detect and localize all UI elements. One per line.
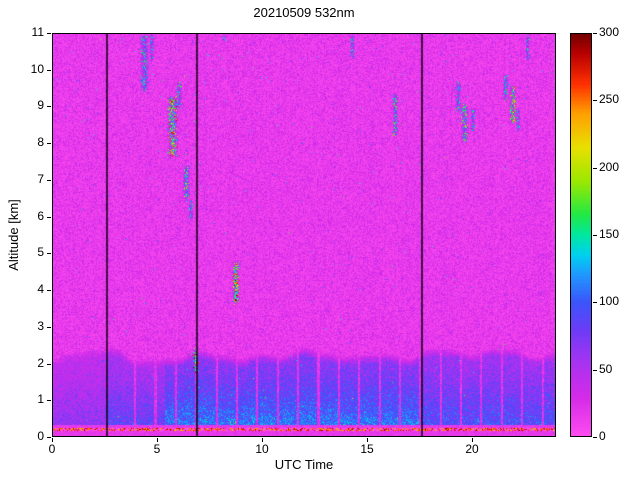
y-tick-mark bbox=[47, 253, 51, 254]
colorbar-tick-label: 100 bbox=[599, 294, 620, 308]
y-tick-label: 2 bbox=[37, 356, 44, 370]
colorbar-tick-mark bbox=[593, 370, 597, 371]
colorbar-canvas bbox=[570, 33, 592, 437]
colorbar-tick-label: 150 bbox=[599, 227, 620, 241]
y-tick-mark bbox=[47, 180, 51, 181]
y-tick-label: 10 bbox=[30, 62, 44, 76]
x-tick-mark bbox=[52, 438, 53, 442]
colorbar-tick-label: 250 bbox=[599, 92, 620, 106]
x-axis-label: UTC Time bbox=[274, 457, 334, 472]
y-tick-mark bbox=[47, 217, 51, 218]
y-tick-label: 5 bbox=[37, 245, 44, 259]
colorbar-tick-mark bbox=[593, 100, 597, 101]
colorbar-tick-mark bbox=[593, 302, 597, 303]
x-tick-mark bbox=[157, 438, 158, 442]
colorbar-tick-mark bbox=[593, 168, 597, 169]
colorbar-tick-mark bbox=[593, 235, 597, 236]
x-tick-mark bbox=[472, 438, 473, 442]
y-tick-label: 8 bbox=[37, 135, 44, 149]
y-tick-label: 6 bbox=[37, 209, 44, 223]
y-tick-mark bbox=[47, 437, 51, 438]
x-tick-label: 10 bbox=[255, 442, 269, 456]
y-tick-mark bbox=[47, 327, 51, 328]
colorbar-tick-label: 300 bbox=[599, 25, 620, 39]
y-tick-label: 1 bbox=[37, 392, 44, 406]
colorbar-tick-label: 50 bbox=[599, 362, 613, 376]
y-tick-label: 7 bbox=[37, 172, 44, 186]
x-tick-label: 5 bbox=[153, 442, 161, 456]
y-tick-mark bbox=[47, 143, 51, 144]
x-tick-mark bbox=[262, 438, 263, 442]
y-tick-label: 3 bbox=[37, 319, 44, 333]
y-tick-mark bbox=[47, 33, 51, 34]
y-tick-label: 4 bbox=[37, 282, 44, 296]
heatmap-canvas bbox=[52, 33, 556, 437]
x-tick-label: 15 bbox=[360, 442, 374, 456]
x-tick-label: 20 bbox=[465, 442, 479, 456]
y-tick-label: 0 bbox=[37, 429, 44, 443]
y-axis-label: Altitude [km] bbox=[6, 199, 21, 271]
y-tick-mark bbox=[47, 400, 51, 401]
y-tick-mark bbox=[47, 70, 51, 71]
y-tick-mark bbox=[47, 364, 51, 365]
colorbar-tick-label: 200 bbox=[599, 160, 620, 174]
y-tick-mark bbox=[47, 290, 51, 291]
colorbar-tick-mark bbox=[593, 437, 597, 438]
x-tick-label: 0 bbox=[48, 442, 56, 456]
plot-title: 20210509 532nm bbox=[253, 5, 355, 20]
y-tick-label: 11 bbox=[31, 25, 44, 39]
colorbar-tick-mark bbox=[593, 33, 597, 34]
colorbar-tick-label: 0 bbox=[599, 429, 606, 443]
x-tick-mark bbox=[367, 438, 368, 442]
y-tick-label: 9 bbox=[37, 98, 44, 112]
y-tick-mark bbox=[47, 106, 51, 107]
